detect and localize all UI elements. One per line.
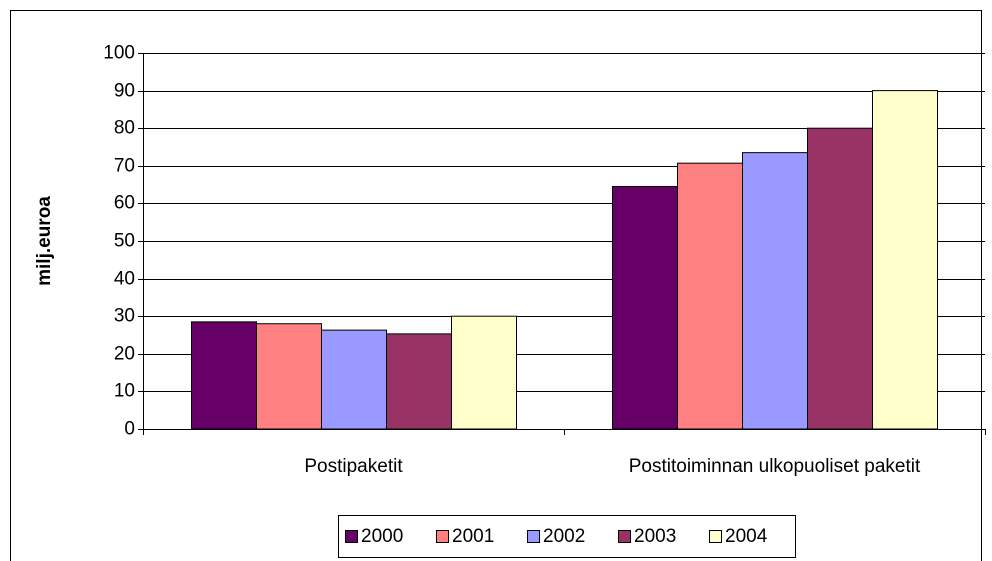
y-tick-label: 80 bbox=[114, 118, 135, 139]
bar bbox=[451, 315, 517, 430]
legend-swatch bbox=[436, 530, 449, 543]
legend-label: 2000 bbox=[361, 526, 403, 547]
legend-label: 2001 bbox=[452, 526, 494, 547]
bar bbox=[386, 333, 452, 430]
legend-label: 2003 bbox=[634, 526, 676, 547]
y-tick-label: 70 bbox=[114, 156, 135, 177]
bar bbox=[321, 329, 387, 430]
y-tick-label: 100 bbox=[103, 43, 135, 64]
bar bbox=[191, 321, 257, 430]
x-tick-label: Postipaketit bbox=[304, 456, 403, 477]
y-tick-label: 0 bbox=[124, 419, 135, 440]
y-tick-label: 10 bbox=[114, 381, 135, 402]
bar bbox=[807, 127, 873, 430]
bar bbox=[742, 152, 808, 430]
legend-swatch bbox=[618, 530, 631, 543]
y-tick-label: 50 bbox=[114, 231, 135, 252]
y-tick-label: 60 bbox=[114, 193, 135, 214]
bar bbox=[677, 162, 743, 430]
y-tick-label: 90 bbox=[114, 81, 135, 102]
legend-swatch bbox=[709, 530, 722, 543]
legend-label: 2002 bbox=[543, 526, 585, 547]
bar bbox=[256, 323, 322, 430]
x-tick-label: Postitoiminnan ulkopuoliset paketit bbox=[629, 456, 921, 477]
legend-swatch bbox=[527, 530, 540, 543]
legend-swatch bbox=[345, 530, 358, 543]
y-tick-label: 30 bbox=[114, 306, 135, 327]
y-tick-label: 20 bbox=[114, 344, 135, 365]
y-axis-title: milj.euroa bbox=[34, 196, 55, 286]
legend-label: 2004 bbox=[725, 526, 768, 547]
y-tick-label: 40 bbox=[114, 269, 135, 290]
bar bbox=[872, 90, 938, 430]
bar bbox=[612, 185, 678, 430]
